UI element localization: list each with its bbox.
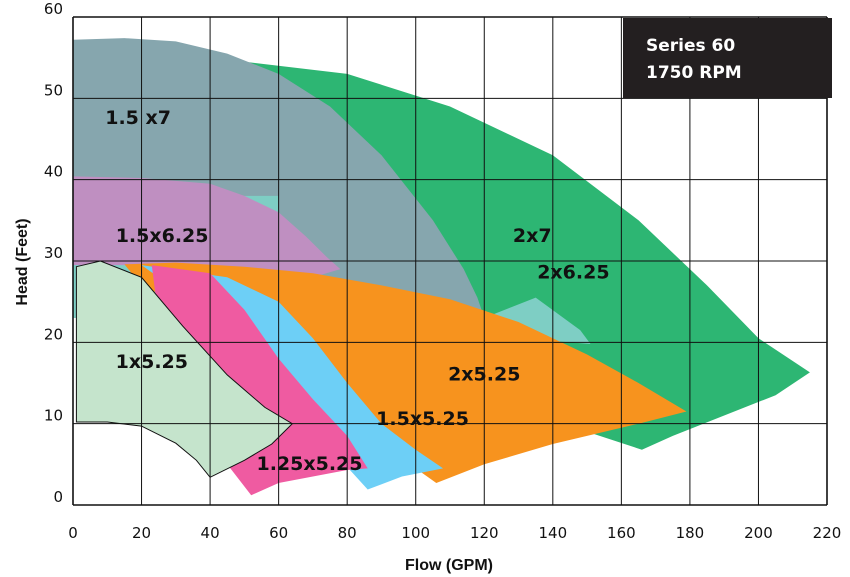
x-tick-label: 180 (676, 524, 705, 542)
region-label: 1.25x5.25 (256, 453, 362, 475)
region-label: 2x5.25 (448, 363, 520, 385)
y-tick-label: 20 (44, 325, 63, 343)
region-1.5x6.25 (73, 176, 341, 278)
y-tick-label: 50 (44, 81, 63, 99)
y-tick-label: 40 (44, 163, 63, 181)
x-axis-title: Flow (GPM) (405, 557, 493, 574)
series-box-line1: Series 60 (646, 36, 735, 56)
region-label: 1.5 x7 (105, 107, 171, 129)
x-tick-label: 140 (538, 524, 567, 542)
x-tick-label: 120 (470, 524, 499, 542)
y-tick-label: 0 (53, 488, 63, 506)
region-1.25x5.25 (151, 265, 368, 496)
region-2x7 (244, 61, 810, 450)
x-tick-label: 20 (132, 524, 151, 542)
x-tick-label: 60 (269, 524, 288, 542)
y-tick-label: 60 (44, 0, 63, 18)
x-tick-label: 80 (338, 524, 357, 542)
region-label: 1x5.25 (116, 351, 188, 373)
x-tick-label: 160 (607, 524, 636, 542)
series-box-background (623, 18, 832, 98)
y-tick-label: 30 (44, 244, 63, 262)
region-label: 2x7 (513, 225, 552, 247)
grid-lines (72, 16, 828, 506)
region-labels: 2x7 1.5 x7 2x6.25 1.5x6.25 2x5.25 1.5x5.25 1.2… (105, 107, 609, 475)
region-label: 1.5x5.25 (376, 408, 469, 430)
x-tick-label: 0 (68, 524, 78, 542)
series-info-box: Series 60 1750 RPM (623, 18, 832, 98)
y-axis-title: Head (Feet) (14, 218, 31, 305)
x-tick-label: 220 (813, 524, 842, 542)
x-tick-label: 200 (744, 524, 773, 542)
y-tick-label: 10 (44, 407, 63, 425)
y-axis-tick-labels: 0 10 20 30 40 50 60 (44, 0, 63, 506)
region-label: 1.5x6.25 (116, 225, 209, 247)
series-box-line2: 1750 RPM (646, 63, 742, 83)
region-label: 2x6.25 (537, 262, 609, 284)
x-axis-tick-labels: 0 20 40 60 80 100 120 140 160 180 200 220 (68, 524, 841, 542)
x-tick-label: 40 (201, 524, 220, 542)
x-tick-label: 100 (401, 524, 430, 542)
